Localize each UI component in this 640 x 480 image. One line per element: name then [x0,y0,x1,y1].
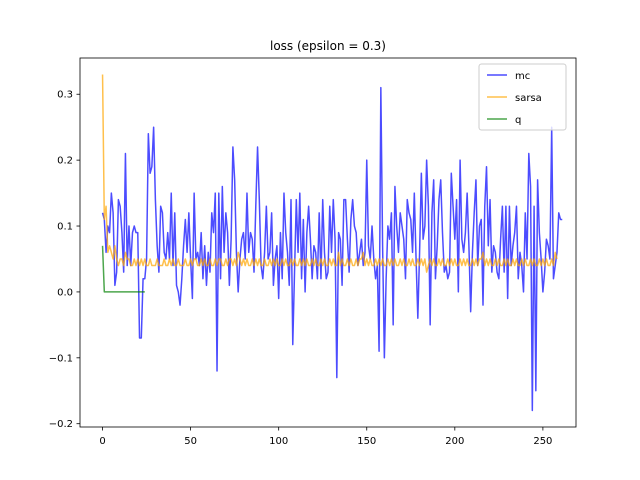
series-line-sarsa [101,74,558,273]
y-tick-label: −0.1 [49,353,73,364]
x-tick-label: 250 [533,436,552,447]
series-line-mc [101,86,563,412]
axes-layer: 0 50 100 150 200 250 −0.2 −0.1 0.0 0.1 0.2 0.3 [49,57,577,447]
y-tick-label: 0.1 [57,222,73,233]
legend: mc sarsa q [478,63,567,131]
plot-frame [79,57,577,428]
x-tick-label: 150 [357,436,376,447]
y-tick-label: 0.0 [57,287,73,298]
x-tick-label: 50 [184,436,197,447]
y-tick-label: 0.3 [57,90,73,101]
legend-label-sarsa: sarsa [515,93,542,104]
legend-label-q: q [515,115,521,126]
x-tick-label: 200 [445,436,464,447]
y-tick-label: −0.2 [49,419,73,430]
legend-label-mc: mc [515,71,530,82]
y-tick-label: 0.2 [57,156,73,167]
series-line-q [101,245,145,293]
x-tick-label: 100 [269,436,288,447]
x-tick-label: 0 [99,436,105,447]
chart-title: loss (epsilon = 0.3) [270,39,386,53]
legend-box [478,63,567,131]
series-layer [101,74,563,412]
